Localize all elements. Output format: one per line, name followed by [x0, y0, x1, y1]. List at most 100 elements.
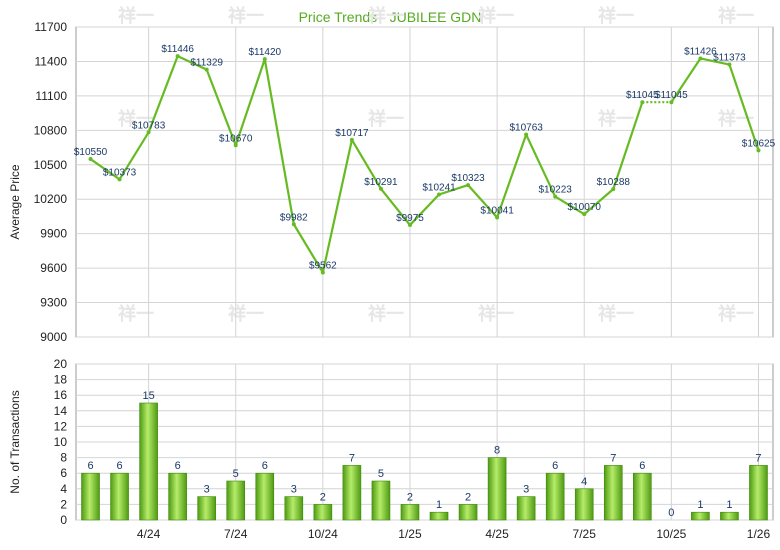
transactions-bar	[429, 511, 449, 521]
transactions-y-tick-label: 12	[54, 419, 68, 433]
transactions-bar-label: 8	[494, 445, 500, 457]
watermark: 祥一	[478, 303, 514, 325]
transactions-y-tick-label: 20	[54, 357, 68, 371]
transactions-bar-label: 2	[407, 491, 413, 503]
x-tick-label: 10/24	[308, 527, 338, 541]
transactions-y-tick-label: 0	[60, 513, 67, 527]
price-data-label: $10783	[132, 120, 166, 131]
price-data-point	[669, 100, 674, 105]
watermark: 祥一	[478, 5, 514, 27]
watermark: 祥一	[368, 108, 404, 130]
transactions-y-tick-label: 6	[60, 466, 67, 480]
price-data-label: $9975	[396, 213, 424, 224]
transactions-bar-label: 6	[552, 460, 558, 472]
price-data-label: $10763	[509, 123, 543, 134]
x-tick-label: 7/25	[573, 527, 597, 541]
price-data-point	[291, 222, 296, 227]
price-data-point	[320, 270, 325, 275]
price-data-label: $9562	[309, 260, 337, 271]
transactions-bar-label: 7	[610, 452, 616, 464]
transactions-y-tick-label: 10	[54, 435, 68, 449]
transactions-bar-label: 6	[87, 460, 93, 472]
price-data-label: $10070	[568, 202, 602, 213]
transactions-bar-label: 6	[175, 460, 181, 472]
price-data-label: $11045	[655, 90, 688, 101]
transactions-bar-label: 1	[726, 499, 732, 511]
watermark: 祥一	[118, 5, 154, 27]
x-tick-label: 4/25	[485, 527, 509, 541]
transactions-y-tick-label: 18	[54, 373, 68, 387]
transactions-bar-label: 7	[349, 452, 355, 464]
price-data-label: $10241	[422, 183, 456, 194]
price-data-label: $9982	[280, 212, 308, 223]
transactions-bar	[487, 457, 507, 521]
transactions-bar	[749, 465, 768, 521]
watermark: 祥一	[598, 108, 634, 130]
price-data-point	[204, 67, 209, 72]
x-tick-label: 10/25	[656, 527, 686, 541]
price-series-segment	[177, 55, 208, 71]
price-data-point	[146, 130, 151, 135]
price-data-point	[553, 194, 558, 199]
price-series-segment	[321, 139, 353, 273]
price-series-segment	[612, 101, 644, 190]
price-data-label: $10550	[74, 147, 108, 158]
price-series-segment	[89, 158, 121, 181]
price-series-segment	[670, 57, 702, 103]
price-y-tick-label: 10800	[34, 123, 68, 137]
price-series-segment	[438, 184, 469, 196]
watermark: 祥一	[118, 303, 154, 325]
watermark: 祥一	[598, 5, 634, 27]
price-y-tick-label: 10500	[34, 158, 68, 172]
transactions-bar	[691, 511, 710, 521]
transactions-y-tick-label: 14	[54, 404, 68, 418]
price-series-segment	[118, 131, 150, 180]
watermark: 祥一	[718, 5, 754, 27]
transactions-bar	[284, 496, 304, 521]
price-data-label: $10291	[364, 177, 398, 188]
price-data-point	[117, 177, 122, 182]
price-y-tick-label: 9300	[40, 296, 67, 310]
transactions-bar-label: 0	[668, 507, 674, 519]
price-series-segment	[554, 195, 585, 216]
transactions-bar	[458, 504, 478, 521]
price-y-tick-label: 11400	[35, 54, 68, 68]
transactions-bar	[516, 496, 536, 521]
price-y-tick-label: 11100	[35, 89, 67, 103]
price-data-label: $10288	[597, 177, 631, 188]
transactions-bar-label: 1	[436, 499, 442, 511]
price-data-point	[407, 223, 412, 228]
transactions-bar	[633, 472, 652, 521]
price-data-label: $11373	[713, 53, 746, 64]
price-data-point	[727, 62, 732, 67]
transactions-bar	[574, 488, 594, 521]
price-data-label: $10041	[480, 205, 514, 216]
transactions-y-tick-label: 8	[60, 451, 67, 465]
transactions-bar	[342, 465, 362, 521]
price-data-point	[611, 187, 616, 192]
transactions-bar	[255, 472, 275, 521]
transactions-bar-label: 6	[262, 460, 268, 472]
transactions-bar	[313, 504, 333, 521]
transactions-bar-label: 3	[523, 484, 529, 496]
price-series-segment	[496, 134, 528, 218]
transactions-bar	[197, 496, 216, 521]
price-data-point	[378, 186, 383, 191]
price-y-tick-label: 9900	[40, 227, 67, 241]
transactions-bar-label: 6	[639, 460, 645, 472]
transactions-y-tick-label: 4	[60, 482, 67, 496]
price-series-segment	[234, 58, 266, 146]
transactions-bar-label: 5	[378, 468, 384, 480]
price-series-segment	[292, 223, 324, 274]
x-tick-label: 1/26	[747, 527, 771, 541]
price-data-label: $10373	[103, 167, 137, 178]
price-data-point	[88, 157, 93, 162]
transactions-bar	[545, 472, 565, 521]
watermark: 祥一	[718, 303, 754, 325]
price-data-label: $10223	[539, 185, 573, 196]
price-series-segment	[409, 193, 440, 226]
transactions-bar-label: 6	[117, 460, 123, 472]
price-data-label: $10670	[219, 133, 253, 144]
price-y-tick-label: 10200	[34, 192, 68, 206]
transactions-y-tick-label: 16	[54, 388, 68, 402]
